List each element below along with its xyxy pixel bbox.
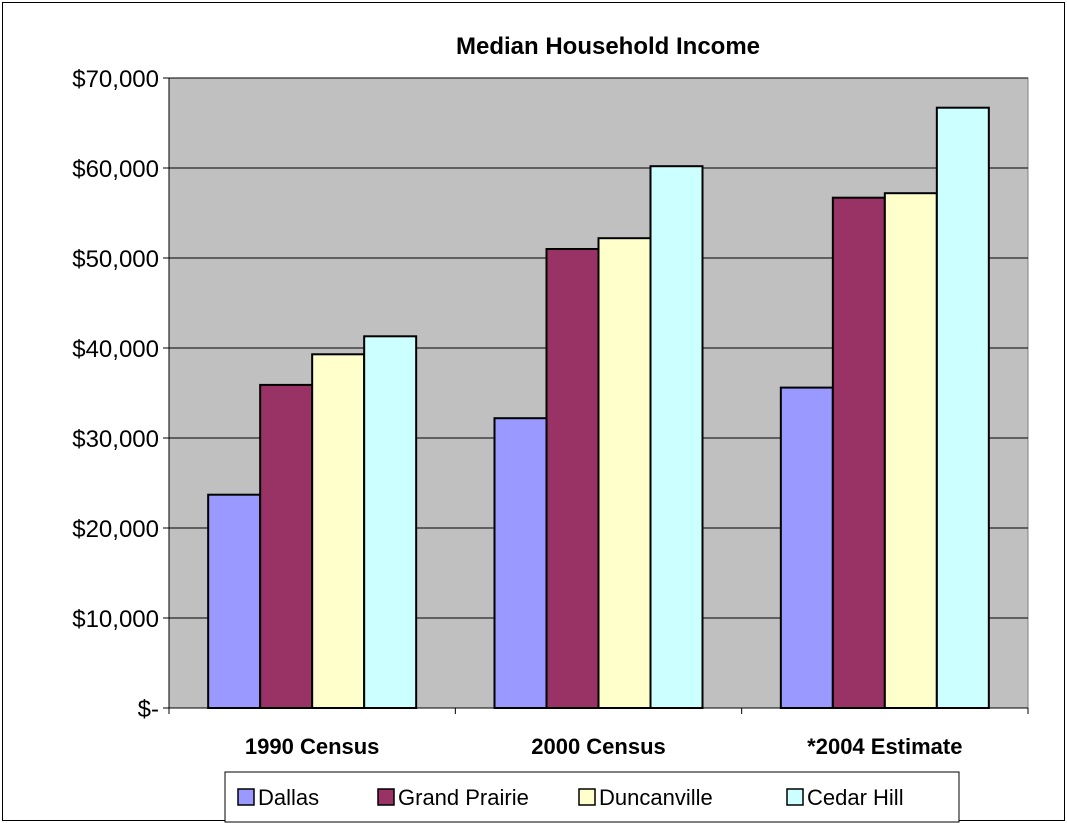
- legend-label: Dallas: [258, 785, 319, 810]
- x-tick-label: 2000 Census: [531, 734, 666, 759]
- y-tick-label: $50,000: [72, 246, 159, 273]
- bar: [935, 106, 990, 709]
- y-tick-label: $60,000: [72, 156, 159, 183]
- legend-label: Cedar Hill: [807, 785, 904, 810]
- y-tick-label: $40,000: [72, 336, 159, 363]
- legend-label: Grand Prairie: [398, 785, 529, 810]
- bar: [597, 237, 652, 709]
- legend-swatch: [786, 788, 804, 806]
- bar: [363, 335, 418, 709]
- y-tick-label: $30,000: [72, 426, 159, 453]
- bar: [311, 353, 366, 709]
- legend-swatch: [377, 788, 395, 806]
- chart-title: Median Household Income: [456, 33, 760, 60]
- bar: [493, 417, 548, 709]
- legend-swatch: [237, 788, 255, 806]
- x-tick-label: 1990 Census: [245, 734, 380, 759]
- y-tick-label: $10,000: [72, 606, 159, 633]
- bar: [207, 493, 262, 710]
- bar: [545, 248, 600, 709]
- bar: [883, 192, 938, 709]
- legend-label: Duncanville: [599, 785, 713, 810]
- bar: [259, 383, 314, 709]
- y-tick-label: $-: [138, 696, 159, 723]
- x-tick-label: *2004 Estimate: [807, 734, 962, 759]
- bar: [779, 386, 834, 709]
- y-tick-label: $70,000: [72, 66, 159, 93]
- legend-swatch: [578, 788, 596, 806]
- bar: [649, 165, 704, 709]
- y-tick-label: $20,000: [72, 516, 159, 543]
- bar: [831, 196, 886, 709]
